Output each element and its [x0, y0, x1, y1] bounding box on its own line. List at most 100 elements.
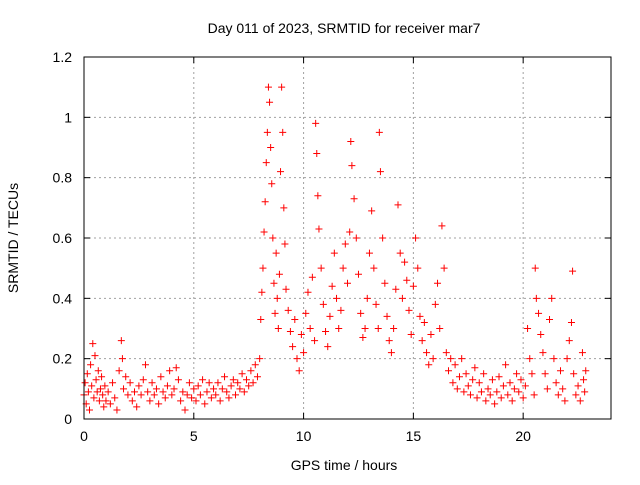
data-point: [352, 234, 360, 242]
data-point: [526, 355, 534, 363]
data-point: [269, 234, 277, 242]
data-point: [475, 379, 483, 387]
data-point: [216, 397, 224, 405]
data-point: [259, 264, 267, 272]
data-point: [414, 264, 422, 272]
data-point: [561, 397, 569, 405]
data-point: [232, 391, 240, 399]
data-point: [270, 279, 278, 287]
data-point: [273, 294, 281, 302]
data-point: [539, 349, 547, 357]
data-point: [582, 367, 590, 375]
data-point: [286, 328, 294, 336]
data-point: [447, 355, 455, 363]
data-point: [308, 273, 316, 281]
data-point: [284, 306, 292, 314]
data-point: [350, 195, 358, 203]
data-point: [368, 207, 376, 215]
data-point: [190, 385, 198, 393]
data-point: [159, 388, 167, 396]
data-point: [258, 288, 266, 296]
data-point: [289, 343, 297, 351]
data-point: [357, 309, 365, 317]
data-point: [420, 318, 428, 326]
data-point: [455, 373, 463, 381]
data-point: [449, 379, 457, 387]
data-point: [572, 391, 580, 399]
data-point: [341, 240, 349, 248]
data-point: [150, 391, 158, 399]
data-point: [279, 128, 287, 136]
data-point: [381, 279, 389, 287]
data-point: [543, 385, 551, 393]
data-point: [84, 388, 92, 396]
data-point: [423, 349, 431, 357]
y-tick-label: 1.2: [53, 49, 73, 65]
data-point: [552, 379, 560, 387]
data-point: [344, 279, 351, 287]
data-point: [89, 340, 97, 348]
data-point: [264, 83, 272, 91]
data-point: [144, 388, 152, 396]
data-point: [416, 312, 424, 320]
data-point: [98, 373, 106, 381]
data-point: [554, 391, 562, 399]
data-point: [268, 180, 276, 188]
data-point: [152, 385, 160, 393]
data-point: [179, 388, 187, 396]
data-point: [548, 294, 556, 302]
data-point: [361, 325, 369, 332]
data-point: [567, 318, 575, 326]
data-point: [383, 312, 391, 320]
data-point: [445, 367, 453, 375]
data-point: [495, 373, 503, 381]
data-point: [436, 325, 444, 332]
data-point: [528, 370, 536, 378]
data-point: [199, 376, 207, 384]
data-point: [137, 391, 145, 399]
data-point: [174, 376, 182, 384]
data-point: [546, 315, 554, 323]
axes: 0 5 10 15 20 0 0.2 0.4 0.6 0.8 1 1.2: [53, 49, 611, 444]
data-point: [247, 367, 255, 375]
data-point: [473, 394, 481, 402]
data-point: [210, 385, 218, 393]
data-point: [335, 325, 343, 332]
data-point: [425, 361, 433, 369]
data-point: [312, 119, 320, 127]
data-point: [240, 388, 248, 396]
data-point: [531, 264, 539, 272]
data-point: [535, 309, 543, 317]
data-point: [313, 150, 321, 158]
y-tick-label: 0.2: [53, 351, 73, 367]
data-point: [409, 282, 417, 290]
data-point: [314, 192, 322, 200]
x-tick-label: 5: [190, 428, 198, 444]
y-tick-label: 0: [64, 411, 72, 427]
data-point: [374, 325, 382, 332]
data-points: [80, 83, 590, 414]
data-point: [104, 388, 112, 396]
data-point: [484, 385, 492, 393]
data-point: [306, 325, 314, 332]
data-point: [302, 309, 310, 317]
data-point: [387, 349, 395, 357]
data-point: [133, 403, 141, 411]
data-point: [93, 388, 101, 396]
data-point: [297, 331, 305, 339]
data-point: [234, 379, 242, 387]
data-point: [370, 264, 378, 272]
data-point: [491, 400, 499, 408]
y-tick-label: 0.4: [53, 290, 73, 306]
data-point: [363, 294, 371, 302]
data-point: [291, 315, 299, 323]
data-point: [493, 388, 501, 396]
data-point: [398, 294, 406, 302]
data-point: [333, 294, 341, 302]
data-point: [100, 403, 108, 411]
data-point: [311, 337, 319, 345]
data-point: [293, 355, 301, 363]
data-point: [348, 162, 356, 170]
data-point: [148, 379, 156, 387]
